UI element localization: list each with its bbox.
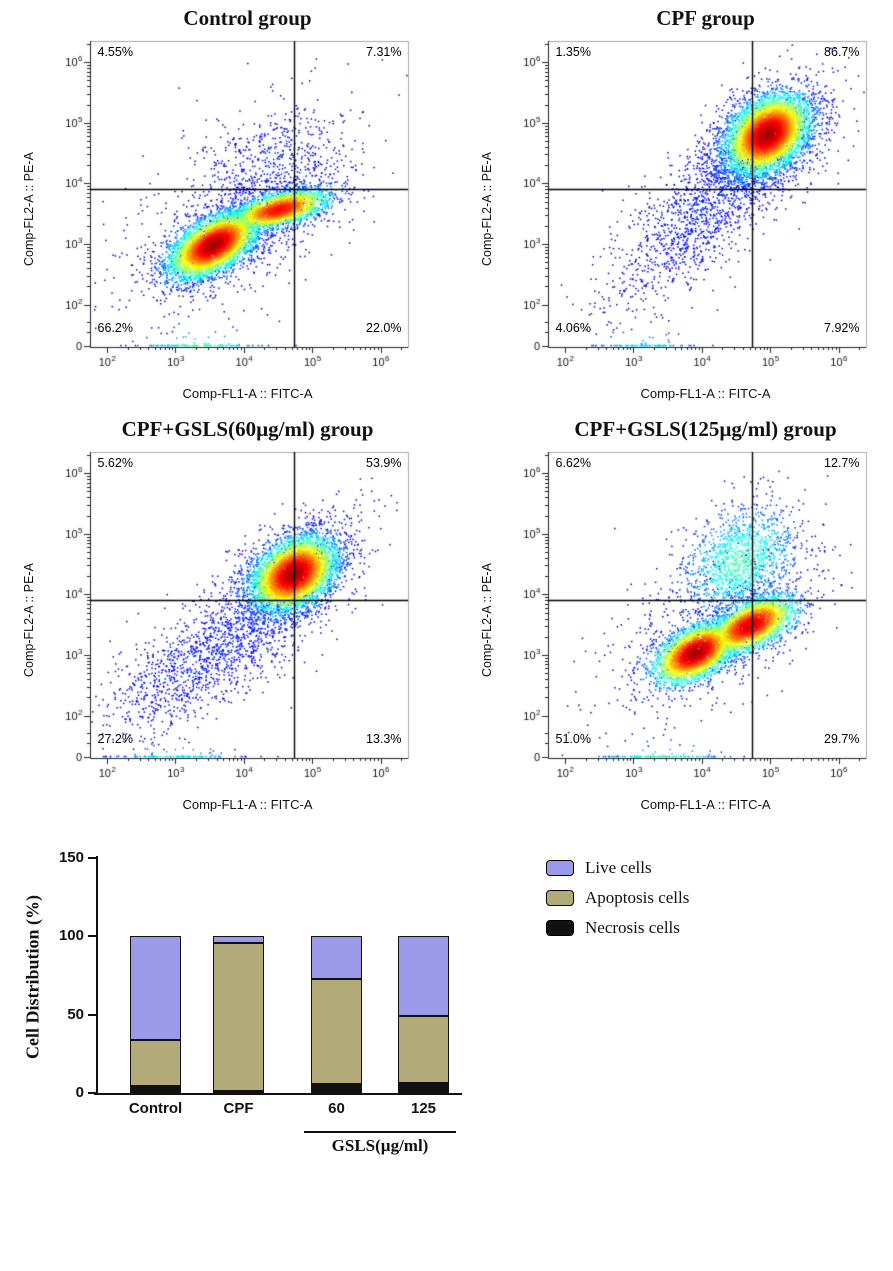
bar-y-tick-label: 50: [67, 1005, 84, 1023]
live-cells-swatch: [546, 860, 574, 876]
quadrant-lower-right-percentage: 7.92%: [824, 321, 860, 335]
x-axis-label: Comp-FL1-A :: FITC-A: [182, 386, 313, 401]
bar-y-axis: [96, 856, 98, 1095]
necrosis-cells-swatch: [546, 920, 574, 936]
stacked-bar-plot: GSLS(µg/ml) 0 50 100 150 Control CPF 60 125: [46, 848, 516, 1168]
gsls-group-label: GSLS(µg/ml): [331, 1136, 429, 1155]
bar-category-label: Control: [128, 1100, 183, 1117]
bar-y-tick: [88, 935, 96, 938]
flow-plot: 1.35% 86.7% 4.06% 7.92%: [495, 33, 876, 385]
x-axis-label: Comp-FL1-A :: FITC-A: [640, 797, 771, 812]
flow-scatter-canvas: [37, 444, 418, 796]
bar-legend: Live cells Apoptosis cells Necrosis cell…: [546, 858, 689, 948]
bar-segment-live-cells: [311, 936, 362, 979]
bar-y-tick-label: 0: [75, 1084, 84, 1101]
gsls-group-underline: [304, 1131, 456, 1133]
bar-y-tick: [88, 1092, 96, 1094]
bar-segment-apoptosis-cells: [398, 1016, 449, 1083]
legend-item-necrosis-cells: Necrosis cells: [546, 918, 689, 938]
quadrant-upper-left-percentage: 6.62%: [555, 456, 591, 470]
quadrant-upper-right-percentage: 7.31%: [366, 45, 402, 59]
panel-title: Control group: [183, 6, 312, 30]
y-axis-label: Comp-FL2-A :: PE-A: [479, 563, 494, 677]
quadrant-lower-right-percentage: 29.7%: [824, 732, 860, 746]
bar-segment-necrosis-cells: [398, 1082, 449, 1093]
panel-title: CPF group: [656, 6, 755, 30]
flow-plot: 4.55% 7.31% 66.2% 22.0%: [37, 33, 418, 385]
quadrant-lower-right-percentage: 13.3%: [366, 732, 402, 746]
bar-segment-necrosis-cells: [213, 1090, 264, 1093]
quadrant-lower-right-percentage: 22.0%: [366, 321, 402, 335]
bar-segment-live-cells: [213, 936, 264, 943]
flow-panel-control: Control group Comp-FL2-A :: PE-A 4.55% 7…: [20, 6, 420, 401]
flow-panel-gsls-125: CPF+GSLS(125µg/ml) group Comp-FL2-A :: P…: [478, 417, 878, 812]
bar-y-tick: [88, 1013, 96, 1016]
panel-title: CPF+GSLS(60µg/ml) group: [121, 417, 374, 441]
bar-segment-live-cells: [130, 936, 181, 1040]
quadrant-upper-right-percentage: 86.7%: [824, 45, 860, 59]
flow-panel-gsls-60: CPF+GSLS(60µg/ml) group Comp-FL2-A :: PE…: [20, 417, 420, 812]
bar-category-label: 60: [328, 1100, 345, 1117]
bar-y-axis-label: Cell Distribution (%): [22, 895, 43, 1059]
bar-y-tick-label: 150: [58, 849, 84, 866]
bar-segment-necrosis-cells: [130, 1085, 181, 1093]
quadrant-lower-left-percentage: 51.0%: [555, 732, 591, 746]
quadrant-lower-left-percentage: 4.06%: [555, 321, 591, 335]
figure: Control group Comp-FL2-A :: PE-A 4.55% 7…: [4, 6, 893, 1168]
panel-title: CPF+GSLS(125µg/ml) group: [574, 417, 837, 441]
apoptosis-cells-swatch: [546, 890, 574, 906]
y-axis-label: Comp-FL2-A :: PE-A: [21, 152, 36, 266]
bar-category-label: 125: [410, 1100, 437, 1117]
quadrant-upper-right-percentage: 53.9%: [366, 456, 402, 470]
quadrant-upper-right-percentage: 12.7%: [824, 456, 860, 470]
flow-panel-grid: Control group Comp-FL2-A :: PE-A 4.55% 7…: [4, 6, 893, 812]
bar-y-tick-label: 100: [58, 927, 84, 945]
legend-label: Live cells: [585, 858, 652, 877]
legend-item-apoptosis-cells: Apoptosis cells: [546, 888, 689, 908]
bar-chart-section: Cell Distribution (%) GSLS(µg/ml) 0 50 100…: [4, 848, 893, 1168]
y-axis-label: Comp-FL2-A :: PE-A: [479, 152, 494, 266]
quadrant-lower-left-percentage: 66.2%: [97, 321, 133, 335]
flow-scatter-canvas: [495, 33, 876, 385]
quadrant-upper-left-percentage: 5.62%: [97, 456, 133, 470]
flow-scatter-canvas: [37, 33, 418, 385]
bar-category-label: CPF: [223, 1100, 254, 1117]
legend-label: Apoptosis cells: [585, 888, 690, 907]
bar-segment-apoptosis-cells: [130, 1039, 181, 1086]
x-axis-label: Comp-FL1-A :: FITC-A: [182, 797, 313, 812]
flow-panel-cpf: CPF group Comp-FL2-A :: PE-A 1.35% 86.7%…: [478, 6, 878, 401]
bar-y-tick: [88, 857, 96, 859]
quadrant-upper-left-percentage: 1.35%: [555, 45, 591, 59]
flow-plot: 6.62% 12.7% 51.0% 29.7%: [495, 444, 876, 796]
bar-segment-live-cells: [398, 936, 449, 1017]
y-axis-label: Comp-FL2-A :: PE-A: [21, 563, 36, 677]
quadrant-lower-left-percentage: 27.2%: [97, 732, 133, 746]
x-axis-label: Comp-FL1-A :: FITC-A: [640, 386, 771, 401]
flow-scatter-canvas: [495, 444, 876, 796]
legend-item-live-cells: Live cells: [546, 858, 689, 878]
flow-plot: 5.62% 53.9% 27.2% 13.3%: [37, 444, 418, 796]
legend-label: Necrosis cells: [585, 918, 680, 937]
bar-x-axis: [94, 1093, 462, 1095]
quadrant-upper-left-percentage: 4.55%: [97, 45, 133, 59]
bar-segment-apoptosis-cells: [213, 942, 264, 1091]
bar-segment-apoptosis-cells: [311, 978, 362, 1085]
bar-segment-necrosis-cells: [311, 1084, 362, 1093]
